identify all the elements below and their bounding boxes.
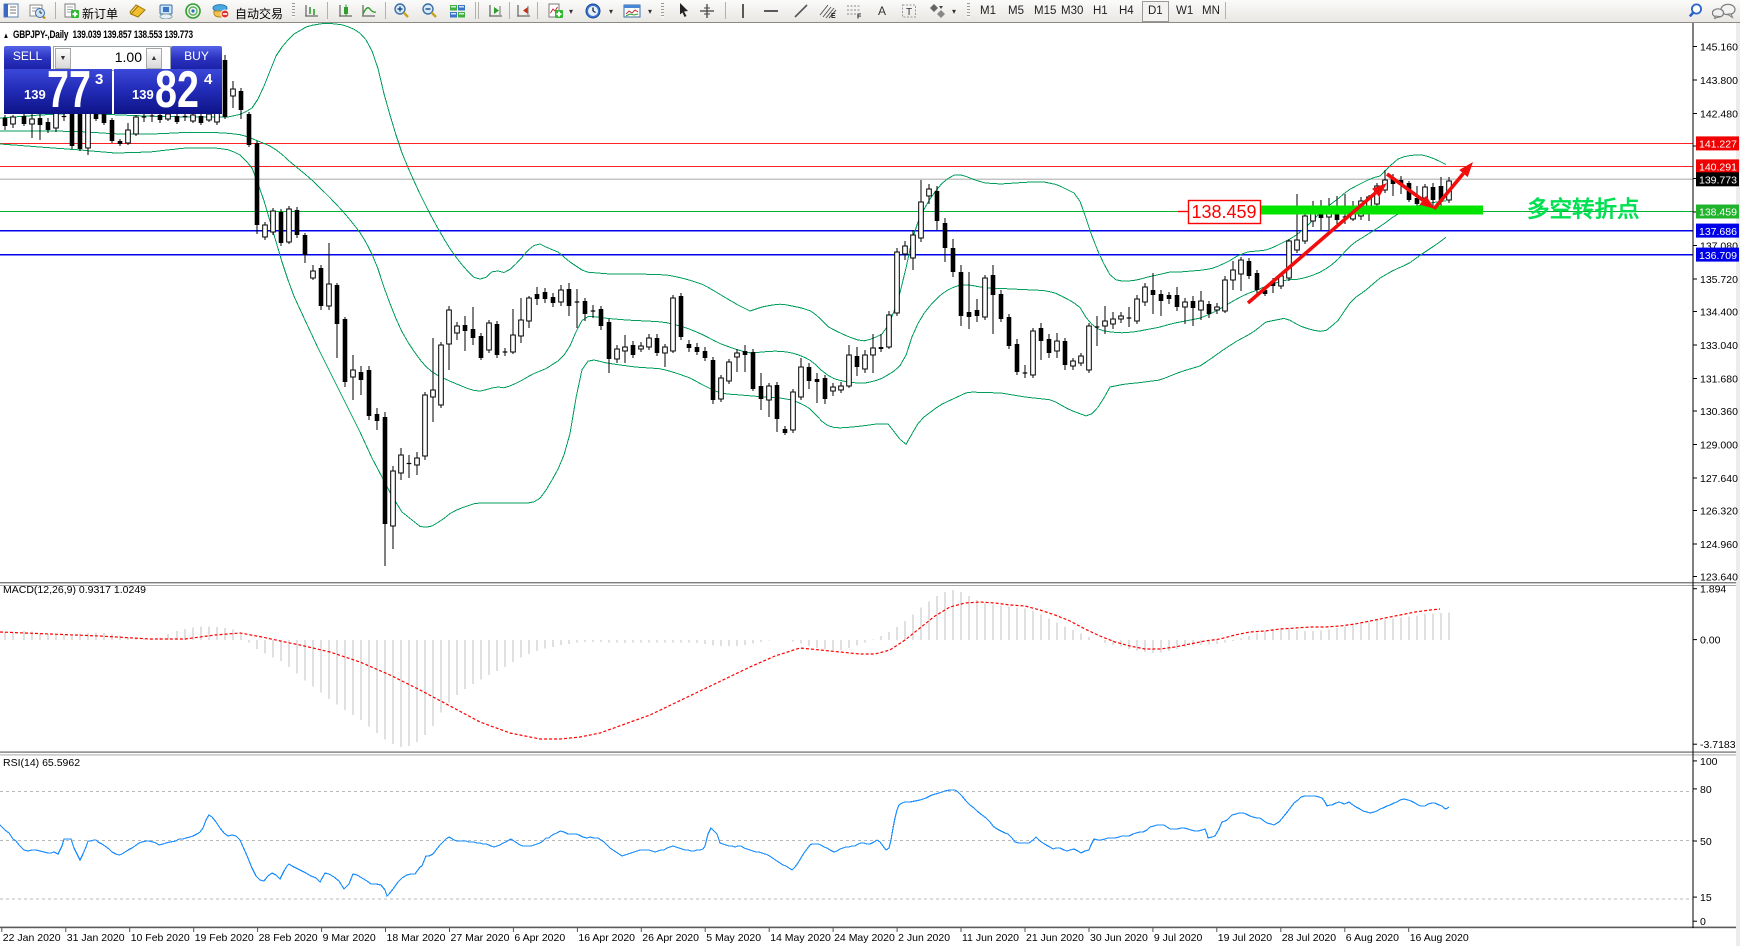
- svg-text:126.320: 126.320: [1700, 506, 1738, 518]
- svg-text:2 Jun 2020: 2 Jun 2020: [898, 932, 950, 944]
- svg-text:10 Feb 2020: 10 Feb 2020: [131, 932, 190, 944]
- svg-text:136.709: 136.709: [1699, 250, 1737, 262]
- svg-text:130.360: 130.360: [1700, 406, 1738, 418]
- svg-text:24 May 2020: 24 May 2020: [834, 932, 895, 944]
- svg-text:27 Mar 2020: 27 Mar 2020: [451, 932, 510, 944]
- svg-text:26 Apr 2020: 26 Apr 2020: [642, 932, 699, 944]
- svg-text:14 May 2020: 14 May 2020: [770, 932, 831, 944]
- svg-text:137.686: 137.686: [1699, 226, 1737, 238]
- svg-text:9 Jul 2020: 9 Jul 2020: [1154, 932, 1203, 944]
- svg-text:134.400: 134.400: [1700, 307, 1738, 319]
- svg-text:0: 0: [1700, 916, 1706, 928]
- svg-text:139.773: 139.773: [1699, 175, 1737, 187]
- svg-text:22 Jan 2020: 22 Jan 2020: [3, 932, 61, 944]
- svg-text:138.459: 138.459: [1191, 202, 1256, 222]
- svg-text:5 May 2020: 5 May 2020: [706, 932, 761, 944]
- svg-text:127.640: 127.640: [1700, 473, 1738, 485]
- svg-text:16 Apr 2020: 16 Apr 2020: [578, 932, 635, 944]
- svg-text:141.227: 141.227: [1699, 139, 1737, 151]
- svg-text:135.720: 135.720: [1700, 274, 1738, 286]
- svg-text:31 Jan 2020: 31 Jan 2020: [67, 932, 125, 944]
- svg-text:129.000: 129.000: [1700, 440, 1738, 452]
- svg-text:9 Mar 2020: 9 Mar 2020: [323, 932, 376, 944]
- svg-text:E: E: [831, 13, 836, 19]
- svg-text:100: 100: [1700, 756, 1718, 768]
- svg-text:30 Jun 2020: 30 Jun 2020: [1090, 932, 1148, 944]
- svg-text:80: 80: [1700, 784, 1712, 796]
- svg-text:11 Jun 2020: 11 Jun 2020: [962, 932, 1019, 944]
- svg-text:131.680: 131.680: [1700, 374, 1738, 386]
- svg-text:15: 15: [1700, 892, 1712, 904]
- svg-text:133.040: 133.040: [1700, 340, 1738, 352]
- svg-text:28 Feb 2020: 28 Feb 2020: [259, 932, 318, 944]
- svg-text:143.800: 143.800: [1700, 75, 1738, 87]
- svg-text:123.640: 123.640: [1700, 572, 1738, 584]
- svg-text:21 Jun 2020: 21 Jun 2020: [1026, 932, 1084, 944]
- svg-text:28 Jul 2020: 28 Jul 2020: [1282, 932, 1336, 944]
- svg-text:142.480: 142.480: [1700, 109, 1738, 121]
- svg-text:多空转折点: 多空转折点: [1527, 196, 1640, 222]
- svg-text:6 Apr 2020: 6 Apr 2020: [514, 932, 565, 944]
- svg-text:T: T: [906, 7, 912, 18]
- svg-text:F: F: [857, 14, 862, 20]
- svg-text:6 Aug 2020: 6 Aug 2020: [1346, 932, 1399, 944]
- svg-text:19 Jul 2020: 19 Jul 2020: [1218, 932, 1272, 944]
- svg-text:124.960: 124.960: [1700, 539, 1738, 551]
- svg-text:16 Aug 2020: 16 Aug 2020: [1410, 932, 1469, 944]
- svg-text:140.291: 140.291: [1699, 162, 1737, 174]
- svg-text:-3.7183: -3.7183: [1700, 739, 1736, 751]
- svg-text:RSI(14) 65.5962: RSI(14) 65.5962: [3, 757, 80, 769]
- svg-text:MACD(12,26,9) 0.9317 1.0249: MACD(12,26,9) 0.9317 1.0249: [3, 584, 146, 596]
- svg-text:18 Mar 2020: 18 Mar 2020: [387, 932, 446, 944]
- svg-text:138.459: 138.459: [1699, 207, 1737, 219]
- svg-text:19 Feb 2020: 19 Feb 2020: [195, 932, 254, 944]
- svg-text:50: 50: [1700, 836, 1712, 848]
- svg-text:1.894: 1.894: [1700, 584, 1726, 596]
- svg-text:145.160: 145.160: [1700, 42, 1738, 54]
- svg-text:0.00: 0.00: [1700, 635, 1721, 647]
